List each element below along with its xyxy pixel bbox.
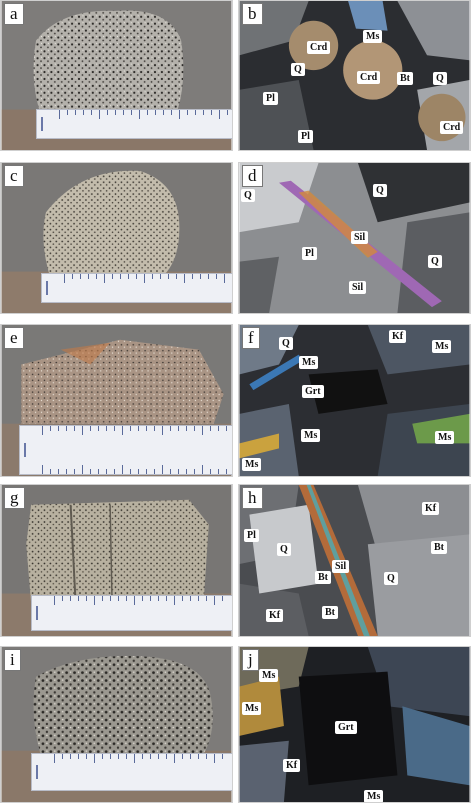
- mineral-label: Pl: [298, 130, 313, 143]
- mineral-label: Sil: [332, 560, 350, 573]
- mineral-label: Bt: [315, 571, 331, 584]
- mineral-label: Ms: [299, 356, 319, 369]
- scale-ruler: [19, 425, 232, 475]
- panel-label: b: [242, 3, 263, 25]
- mineral-label: Q: [433, 72, 447, 85]
- mineral-label: Ms: [242, 702, 262, 715]
- mineral-label: Grt: [335, 721, 357, 734]
- micrograph-panel-b: b Crd Ms Bt Q Crd Q Pl Pl Crd: [238, 0, 471, 151]
- mineral-label: Q: [373, 184, 387, 197]
- panel-label: a: [4, 3, 24, 25]
- panel-label: i: [4, 649, 21, 671]
- mineral-label: Q: [291, 63, 305, 76]
- panel-label: e: [4, 327, 24, 349]
- mineral-label: Q: [241, 189, 255, 202]
- mineral-label: Crd: [440, 121, 464, 134]
- micrograph-panel-j: j Ms Ms Grt Kf Ms: [238, 646, 471, 803]
- micrograph-panel-f: f Q Kf Ms Ms Grt Ms Ms Ms: [238, 324, 471, 477]
- mineral-label: Ms: [363, 30, 383, 43]
- mineral-label: Ms: [242, 458, 262, 471]
- scale-ruler: [41, 273, 232, 303]
- scale-ruler: [36, 109, 232, 139]
- panel-label: j: [242, 649, 259, 671]
- mineral-label: Bt: [322, 606, 338, 619]
- hand-specimen-panel-i: i: [0, 646, 233, 803]
- mineral-label: Pl: [302, 247, 317, 260]
- hand-specimen-panel-c: c: [0, 162, 233, 314]
- mineral-label: Sil: [349, 281, 367, 294]
- mineral-label: Kf: [389, 330, 407, 343]
- mineral-label: Q: [277, 543, 291, 556]
- mineral-label: Sil: [351, 231, 369, 244]
- mineral-label: Ms: [259, 669, 279, 682]
- micrograph-panel-d: d Q Q Pl Sil Q Sil: [238, 162, 471, 314]
- hand-specimen-panel-a: a: [0, 0, 233, 151]
- micrograph-panel-h: h Kf Pl Q Bt Sil Bt Q Kf Bt: [238, 484, 471, 637]
- hand-specimen-panel-g: g: [0, 484, 233, 637]
- mineral-label: Grt: [302, 385, 324, 398]
- mineral-label: Kf: [266, 609, 284, 622]
- mineral-label: Ms: [301, 429, 321, 442]
- panel-label: c: [4, 165, 24, 187]
- mineral-label: Ms: [432, 340, 452, 353]
- mineral-label: Crd: [357, 71, 381, 84]
- mineral-label: Ms: [435, 431, 455, 444]
- micrograph-photo: [239, 325, 470, 476]
- mineral-label: Q: [428, 255, 442, 268]
- mineral-label: Q: [279, 337, 293, 350]
- mineral-label: Kf: [283, 759, 301, 772]
- panel-label: h: [242, 487, 263, 509]
- mineral-label: Crd: [307, 41, 331, 54]
- mineral-label: Q: [384, 572, 398, 585]
- mineral-label: Bt: [431, 541, 447, 554]
- mineral-label: Kf: [422, 502, 440, 515]
- mineral-label: Pl: [244, 529, 259, 542]
- scale-ruler: [31, 595, 232, 631]
- scale-ruler: [31, 753, 232, 791]
- mineral-label: Ms: [364, 790, 384, 802]
- mineral-label: Bt: [397, 72, 413, 85]
- panel-label: f: [242, 327, 260, 349]
- hand-specimen-panel-e: e: [0, 324, 233, 477]
- panel-label: d: [242, 165, 263, 187]
- panel-label: g: [4, 487, 25, 509]
- mineral-label: Pl: [263, 92, 278, 105]
